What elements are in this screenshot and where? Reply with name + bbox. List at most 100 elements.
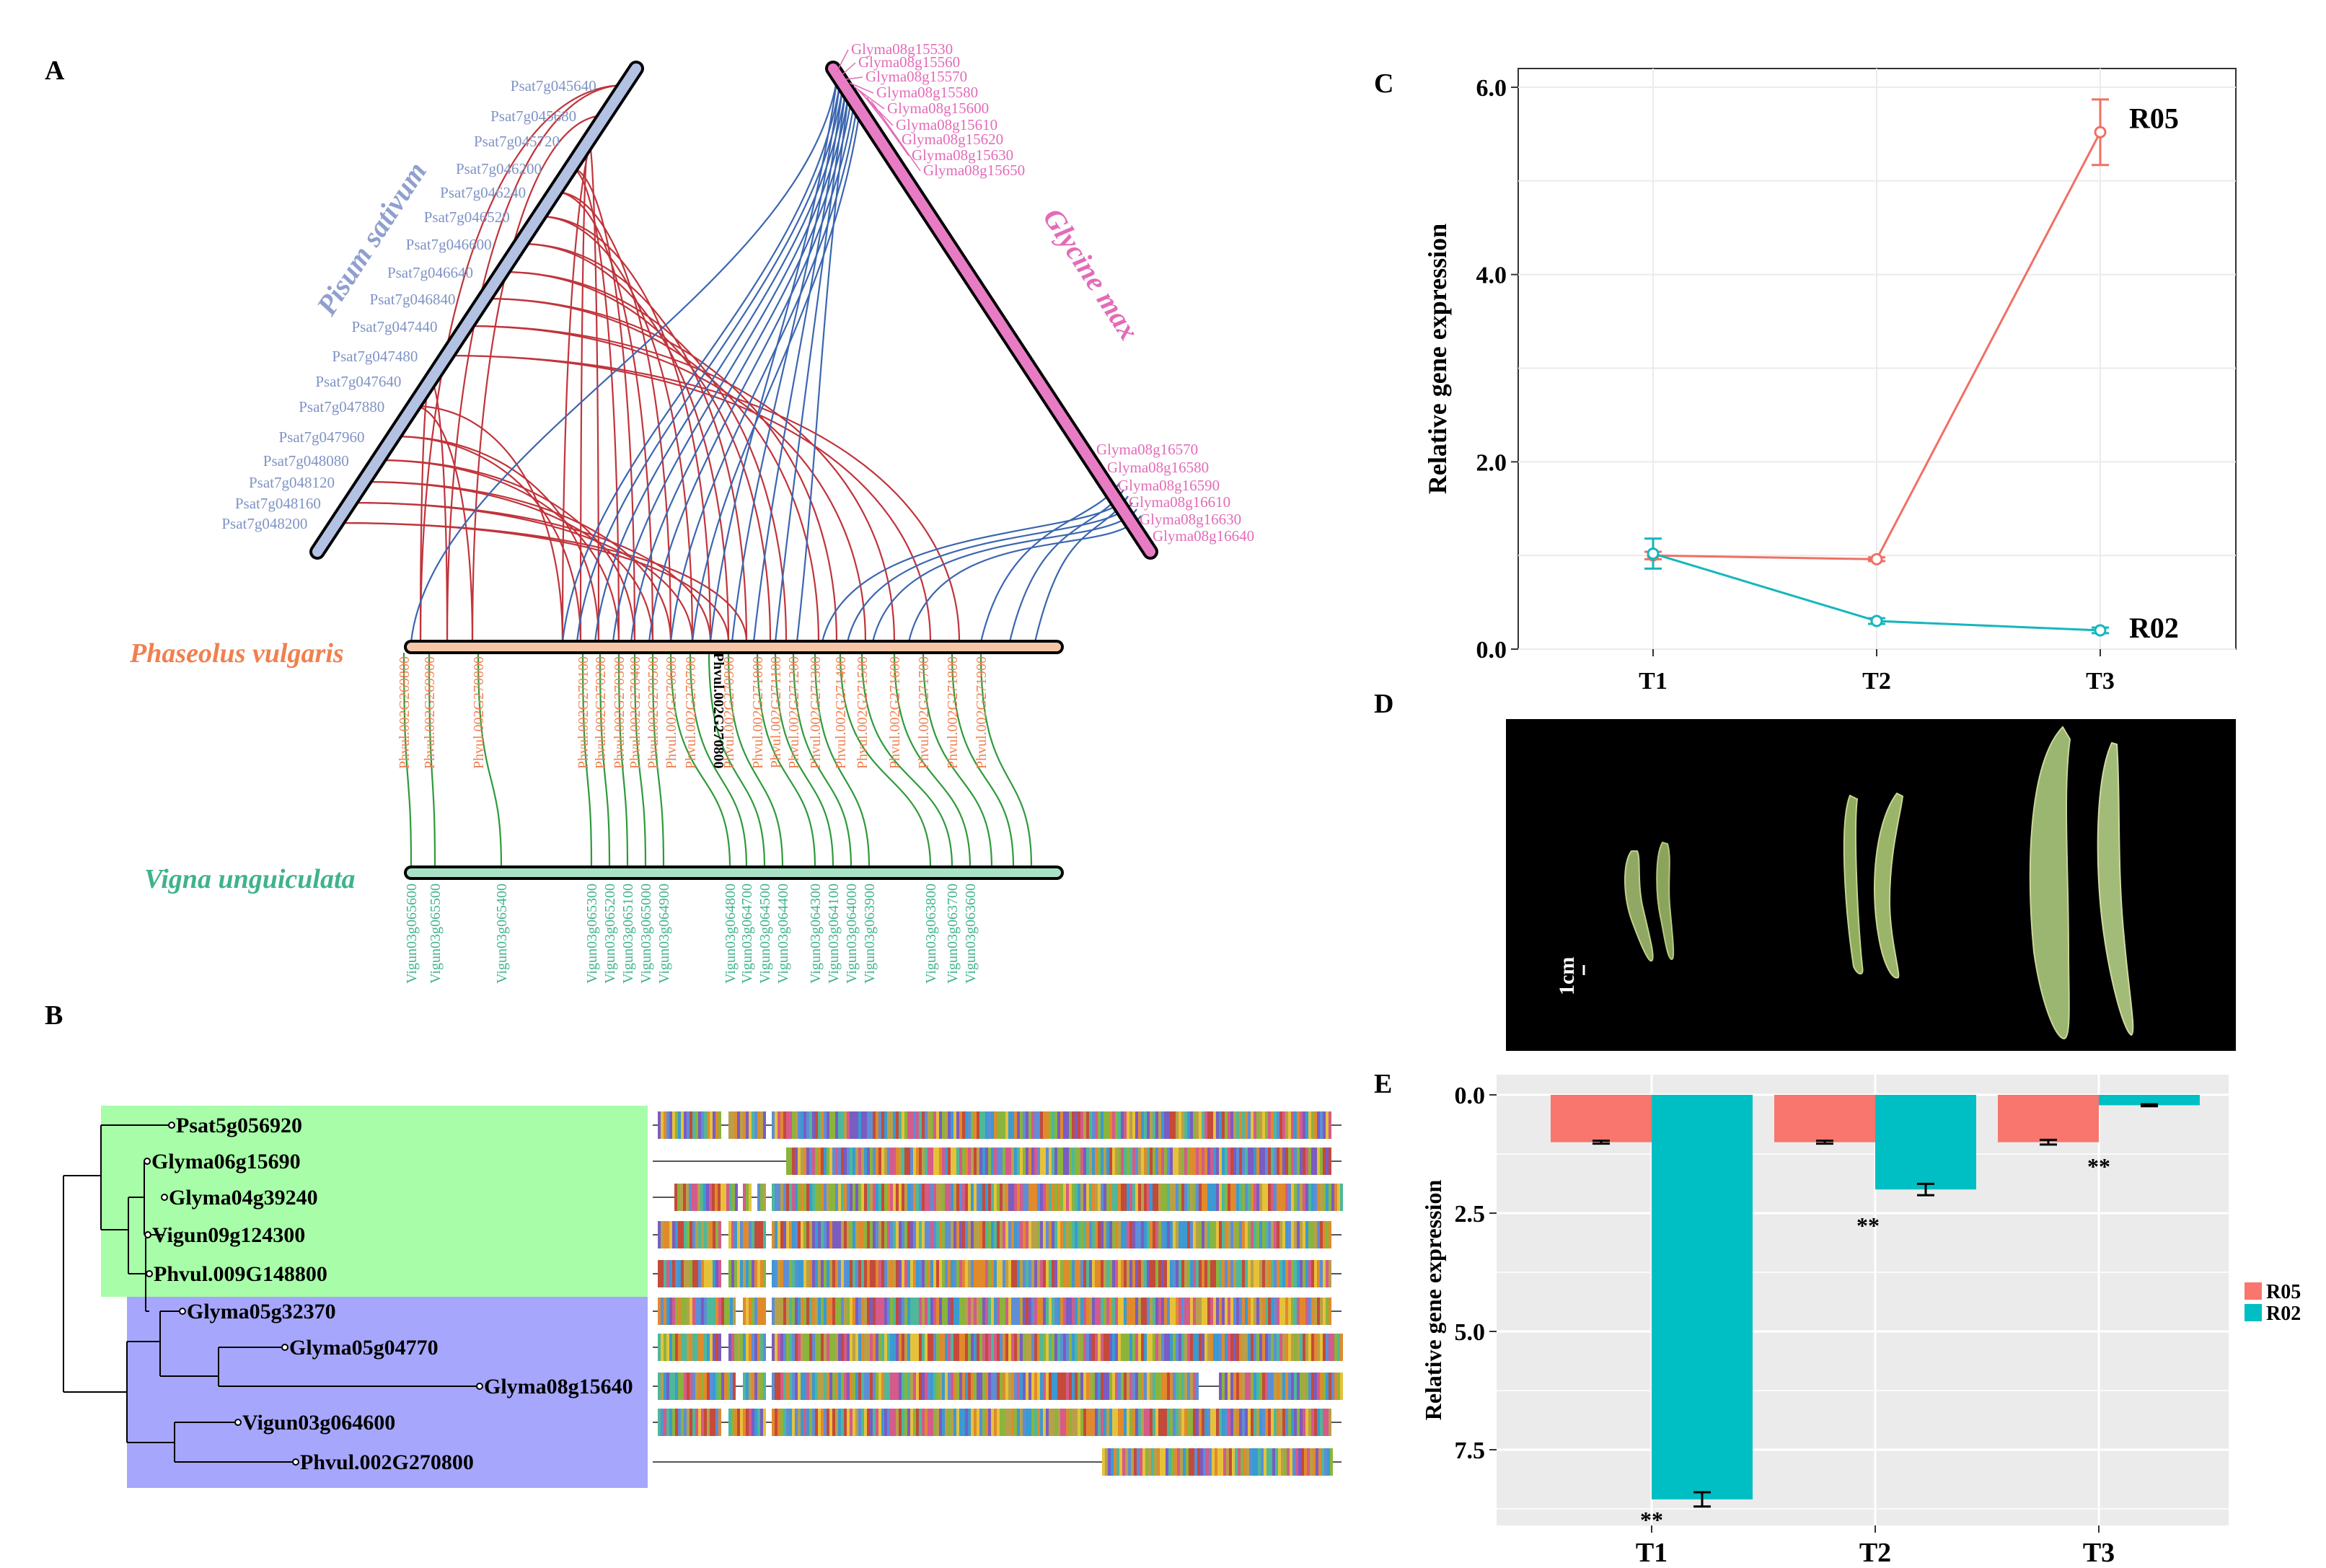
alignment-column xyxy=(1210,1260,1213,1287)
alignment-column xyxy=(974,1373,977,1400)
alignment-column xyxy=(1256,1409,1259,1436)
alignment-column xyxy=(858,1148,861,1175)
alignment-column xyxy=(1161,1260,1164,1287)
alignment-column xyxy=(692,1298,695,1325)
alignment-column xyxy=(1170,1373,1173,1400)
alignment-column xyxy=(1098,1111,1101,1139)
alignment-column xyxy=(731,1111,734,1139)
alignment-column xyxy=(824,1373,827,1400)
alignment-column xyxy=(902,1373,904,1400)
alignment-column xyxy=(1300,1409,1303,1436)
alignment-column xyxy=(707,1334,710,1361)
alignment-column xyxy=(1173,1184,1176,1211)
alignment-column xyxy=(939,1148,942,1175)
alignment-column xyxy=(1141,1184,1144,1211)
alignment-column xyxy=(1092,1221,1095,1248)
alignment-column xyxy=(1008,1260,1011,1287)
alignment-column xyxy=(1066,1221,1069,1248)
alignment-column xyxy=(1291,1373,1294,1400)
alignment-column xyxy=(1285,1184,1288,1211)
alignment-column xyxy=(876,1148,878,1175)
alignment-column xyxy=(864,1334,867,1361)
alignment-column xyxy=(795,1221,798,1248)
alignment-column xyxy=(681,1298,684,1325)
alignment-column xyxy=(1008,1221,1011,1248)
alignment-column xyxy=(777,1334,780,1361)
alignment-column xyxy=(832,1373,835,1400)
alignment-column xyxy=(1213,1409,1216,1436)
alignment-column xyxy=(1212,1448,1215,1476)
alignment-column xyxy=(1089,1334,1092,1361)
alignment-column xyxy=(821,1373,824,1400)
alignment-column xyxy=(1121,1409,1124,1436)
alignment-column xyxy=(734,1111,737,1139)
alignment-column xyxy=(675,1221,678,1248)
alignment-column xyxy=(870,1148,873,1175)
alignment-column xyxy=(902,1221,904,1248)
alignment-column xyxy=(1054,1409,1057,1436)
alignment-column xyxy=(1144,1334,1147,1361)
alignment-column xyxy=(1282,1148,1285,1175)
alignment-column xyxy=(948,1148,951,1175)
alignment-column xyxy=(698,1409,701,1436)
alignment-column xyxy=(1256,1334,1259,1361)
alignment-column xyxy=(821,1409,824,1436)
alignment-column xyxy=(1311,1409,1314,1436)
alignment-column xyxy=(1141,1260,1144,1287)
alignment-column xyxy=(1135,1409,1138,1436)
alignment-column xyxy=(1251,1334,1254,1361)
alignment-column xyxy=(792,1373,795,1400)
alignment-column xyxy=(1259,1298,1262,1325)
alignment-column xyxy=(1034,1409,1037,1436)
alignment-column xyxy=(1297,1260,1300,1287)
glycine-gene-label: Glyma08g15530 xyxy=(851,40,953,58)
alignment-column xyxy=(1222,1221,1225,1248)
alignment-column xyxy=(838,1409,841,1436)
alignment-column xyxy=(832,1148,835,1175)
alignment-column xyxy=(827,1373,829,1400)
alignment-column xyxy=(1265,1334,1268,1361)
alignment-column xyxy=(1300,1221,1303,1248)
alignment-column xyxy=(1057,1409,1060,1436)
alignment-column xyxy=(1285,1148,1288,1175)
alignment-column xyxy=(1207,1298,1210,1325)
alignment-column xyxy=(772,1373,775,1400)
alignment-column xyxy=(919,1334,922,1361)
alignment-column xyxy=(812,1334,815,1361)
alignment-column xyxy=(678,1298,681,1325)
pisum-gene-label: Psat7g046520 xyxy=(424,208,510,226)
alignment-column xyxy=(752,1111,754,1139)
alignment-column xyxy=(1069,1260,1072,1287)
alignment-column xyxy=(664,1409,666,1436)
alignment-column xyxy=(669,1334,672,1361)
alignment-column xyxy=(1072,1298,1075,1325)
alignment-column xyxy=(1144,1409,1147,1436)
alignment-column xyxy=(953,1148,956,1175)
alignment-column xyxy=(1026,1373,1028,1400)
alignment-column xyxy=(870,1260,873,1287)
alignment-column xyxy=(1106,1260,1109,1287)
pods-t3 xyxy=(2029,726,2134,1040)
alignment-column xyxy=(818,1221,821,1248)
alignment-column xyxy=(1297,1334,1300,1361)
alignment-column xyxy=(687,1260,690,1287)
alignment-column xyxy=(1193,1184,1196,1211)
alignment-column xyxy=(746,1409,749,1436)
alignment-column xyxy=(1323,1334,1326,1361)
alignment-column xyxy=(1323,1260,1326,1287)
alignment-column xyxy=(727,1298,730,1325)
phaseolus-gene-label: Phvul.002G270200 xyxy=(593,656,609,769)
alignment-column xyxy=(835,1221,838,1248)
alignment-column xyxy=(907,1184,910,1211)
alignment-column xyxy=(1158,1298,1161,1325)
alignment-column xyxy=(965,1111,968,1139)
alignment-column xyxy=(1005,1298,1008,1325)
synteny-link-red xyxy=(570,167,620,643)
alignment-column xyxy=(1095,1260,1098,1287)
species-label-glycine: Glycine max xyxy=(1036,202,1145,345)
synteny-link-red xyxy=(538,215,694,643)
alignment-column xyxy=(919,1260,922,1287)
alignment-column xyxy=(731,1221,734,1248)
alignment-column xyxy=(1252,1448,1255,1476)
alignment-column xyxy=(1080,1260,1083,1287)
